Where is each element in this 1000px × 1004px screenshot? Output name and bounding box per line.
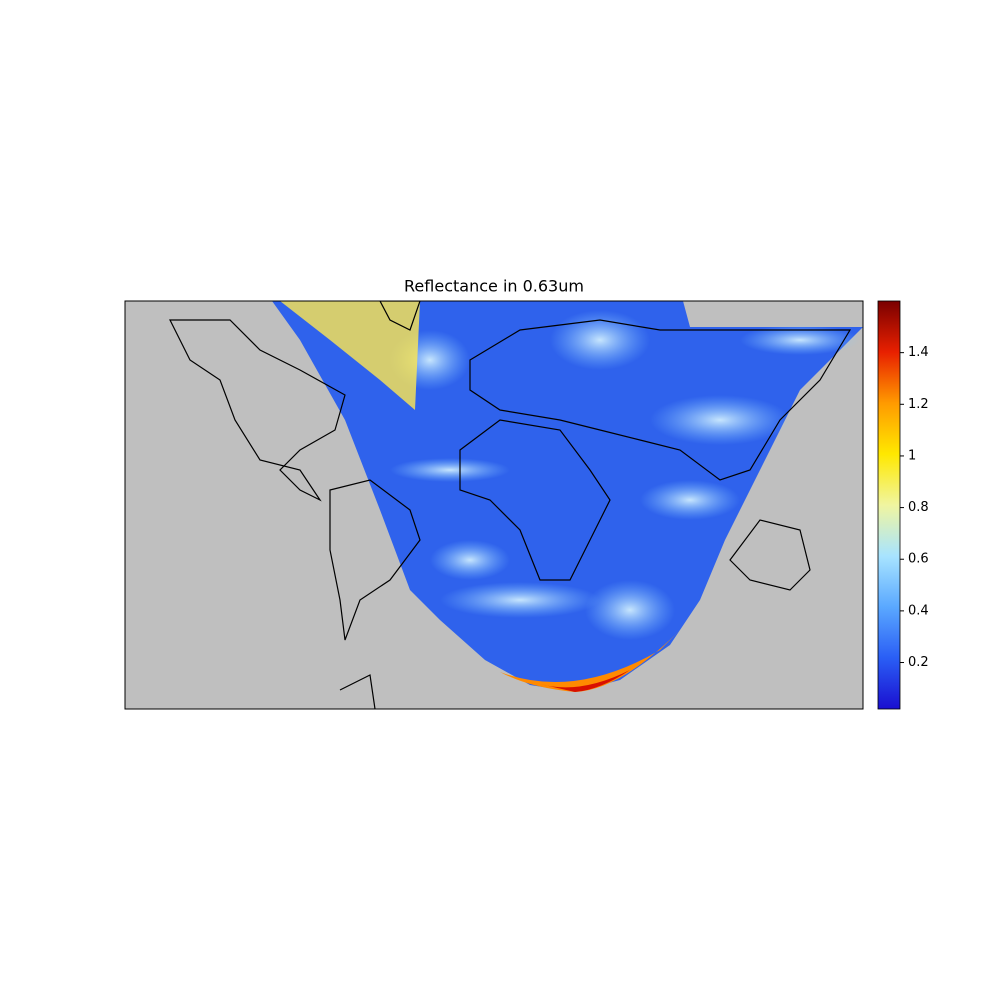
colorbar-tick-label: 1.4 <box>908 345 929 360</box>
colorbar-tick-label: 0.8 <box>908 500 929 515</box>
map <box>125 301 863 709</box>
ice-glint-core <box>540 670 630 692</box>
colorbar-tick-label: 1.2 <box>908 397 929 412</box>
colorbar-tick-label: 0.6 <box>908 552 929 567</box>
colorbar-tick-label: 1 <box>908 448 916 463</box>
colorbar-tick-label: 0.4 <box>908 603 929 618</box>
map-frame <box>124 300 864 710</box>
colorbar-tick-label: 0.2 <box>908 655 929 670</box>
colorbar <box>877 300 901 710</box>
map-title: Reflectance in 0.63um <box>404 277 584 296</box>
greenland-bright <box>280 301 420 410</box>
ice-glint <box>500 630 680 692</box>
coastlines <box>169 301 852 709</box>
